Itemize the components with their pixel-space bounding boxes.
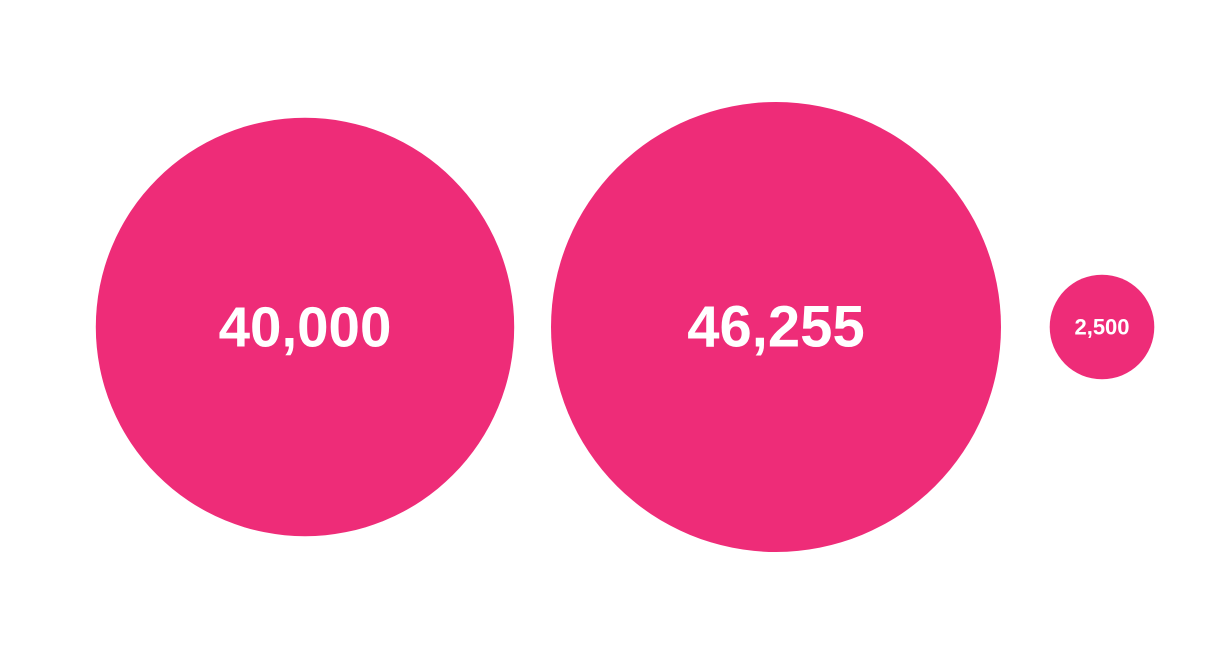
bubble-2: [1049, 274, 1155, 380]
bubble-group: 40,000 46,255 2,500: [95, 102, 1155, 552]
bubble-label-2: 2,500: [1074, 315, 1129, 340]
bubble-1: [551, 102, 1001, 552]
bubble-0: [95, 117, 515, 537]
bubble-label-1: 46,255: [687, 295, 864, 360]
bubble-label-0: 40,000: [219, 296, 392, 359]
